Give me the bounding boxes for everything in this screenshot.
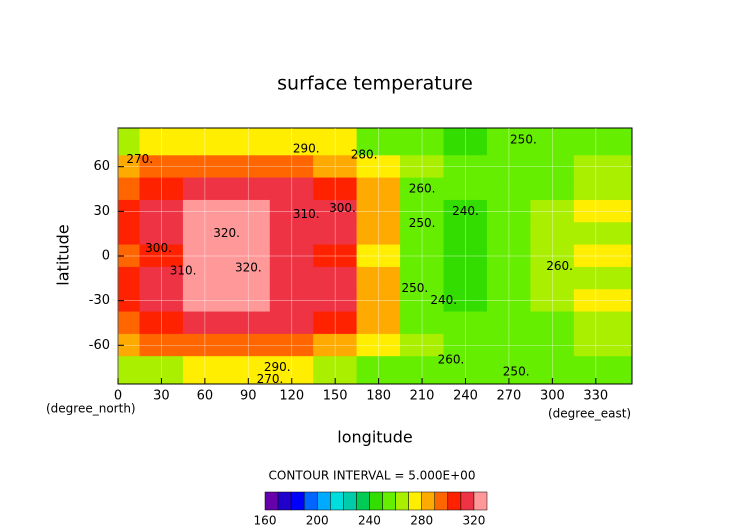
colorbar-swatch xyxy=(395,491,409,511)
contour-label: 290. xyxy=(293,141,320,155)
contour-label: 300. xyxy=(329,201,356,215)
x-tick-label: 120 xyxy=(279,389,304,404)
y-unit: (degree_north) xyxy=(46,402,136,416)
colorbar-swatch xyxy=(382,491,396,511)
colorbar-swatch xyxy=(369,491,383,511)
contour-label: 240. xyxy=(452,204,479,218)
colorbar-tick-label: 160 xyxy=(254,514,277,528)
colorbar-swatch xyxy=(316,491,331,511)
contour-label: 250. xyxy=(409,216,436,230)
field-cell xyxy=(573,128,632,156)
colorbar-swatch xyxy=(447,491,462,511)
field-cell xyxy=(118,222,140,246)
colorbar-swatch xyxy=(343,491,357,511)
colorbar-swatch xyxy=(473,491,488,511)
x-tick-label: 210 xyxy=(410,389,435,404)
contour-label: 260. xyxy=(409,182,436,196)
x-tick-label: 150 xyxy=(323,389,348,404)
colorbar-swatch xyxy=(356,491,370,511)
x-tick-label: 60 xyxy=(197,389,214,404)
contour-label: 260. xyxy=(546,259,573,273)
y-tick-label: 30 xyxy=(93,204,110,219)
colorbar-swatch xyxy=(303,491,318,511)
x-tick-label: 240 xyxy=(453,389,478,404)
field-cell xyxy=(118,128,140,156)
field-cell xyxy=(118,177,140,201)
colorbar-tick-label: 280 xyxy=(410,514,433,528)
colorbar-swatch xyxy=(330,491,344,511)
x-tick-label: 330 xyxy=(583,389,608,404)
y-tick-label: -60 xyxy=(89,338,110,353)
chart-title: surface temperature xyxy=(277,73,473,95)
colorbar-tick-label: 240 xyxy=(358,514,381,528)
field-cell xyxy=(573,356,632,384)
colorbar-swatch xyxy=(264,491,279,511)
contour-label: 250. xyxy=(503,365,530,379)
colorbar-swatch xyxy=(277,491,292,511)
colorbar-tick-label: 320 xyxy=(462,514,485,528)
contour-label: 300. xyxy=(145,241,172,255)
colorbar-swatch xyxy=(460,491,475,511)
contour-label: 290. xyxy=(264,360,291,374)
field-cell xyxy=(118,266,140,290)
x-tick-label: 30 xyxy=(153,389,170,404)
field-cell xyxy=(573,222,632,246)
x-tick-label: 270 xyxy=(497,389,522,404)
colorbar-swatch xyxy=(434,491,449,511)
contour-label: 270. xyxy=(126,152,153,166)
contour-label: 250. xyxy=(401,281,428,295)
field-cell xyxy=(118,311,140,335)
contour-label: 320. xyxy=(213,226,240,240)
field-cell xyxy=(573,311,632,335)
field-cell xyxy=(573,177,632,201)
x-tick-label: 0 xyxy=(114,389,122,404)
colorbar-swatch xyxy=(408,491,422,511)
contour-label: 250. xyxy=(510,132,537,146)
x-tick-label: 90 xyxy=(240,389,257,404)
colorbar-tick-label: 200 xyxy=(306,514,329,528)
contour-label: 270. xyxy=(257,372,284,386)
contour-label: 310. xyxy=(170,263,197,277)
y-tick-label: -30 xyxy=(89,293,110,308)
x-tick-label: 300 xyxy=(540,389,565,404)
colorbar-swatch xyxy=(290,491,305,511)
contour-label: 240. xyxy=(430,293,457,307)
colorbar-swatch xyxy=(421,491,436,511)
x-axis-label: longitude xyxy=(337,428,412,447)
contour-label: 280. xyxy=(351,147,378,161)
x-tick-label: 180 xyxy=(366,389,391,404)
y-tick-label: 60 xyxy=(93,159,110,174)
field-cell xyxy=(573,266,632,290)
contour-label: 320. xyxy=(235,260,262,274)
contour-label: 260. xyxy=(438,353,465,367)
contour-interval: CONTOUR INTERVAL = 5.000E+00 xyxy=(269,469,476,483)
contour-label: 310. xyxy=(293,207,320,221)
y-axis-label: latitude xyxy=(54,224,73,285)
x-unit: (degree_east) xyxy=(548,407,631,421)
y-tick-label: 0 xyxy=(102,249,110,264)
